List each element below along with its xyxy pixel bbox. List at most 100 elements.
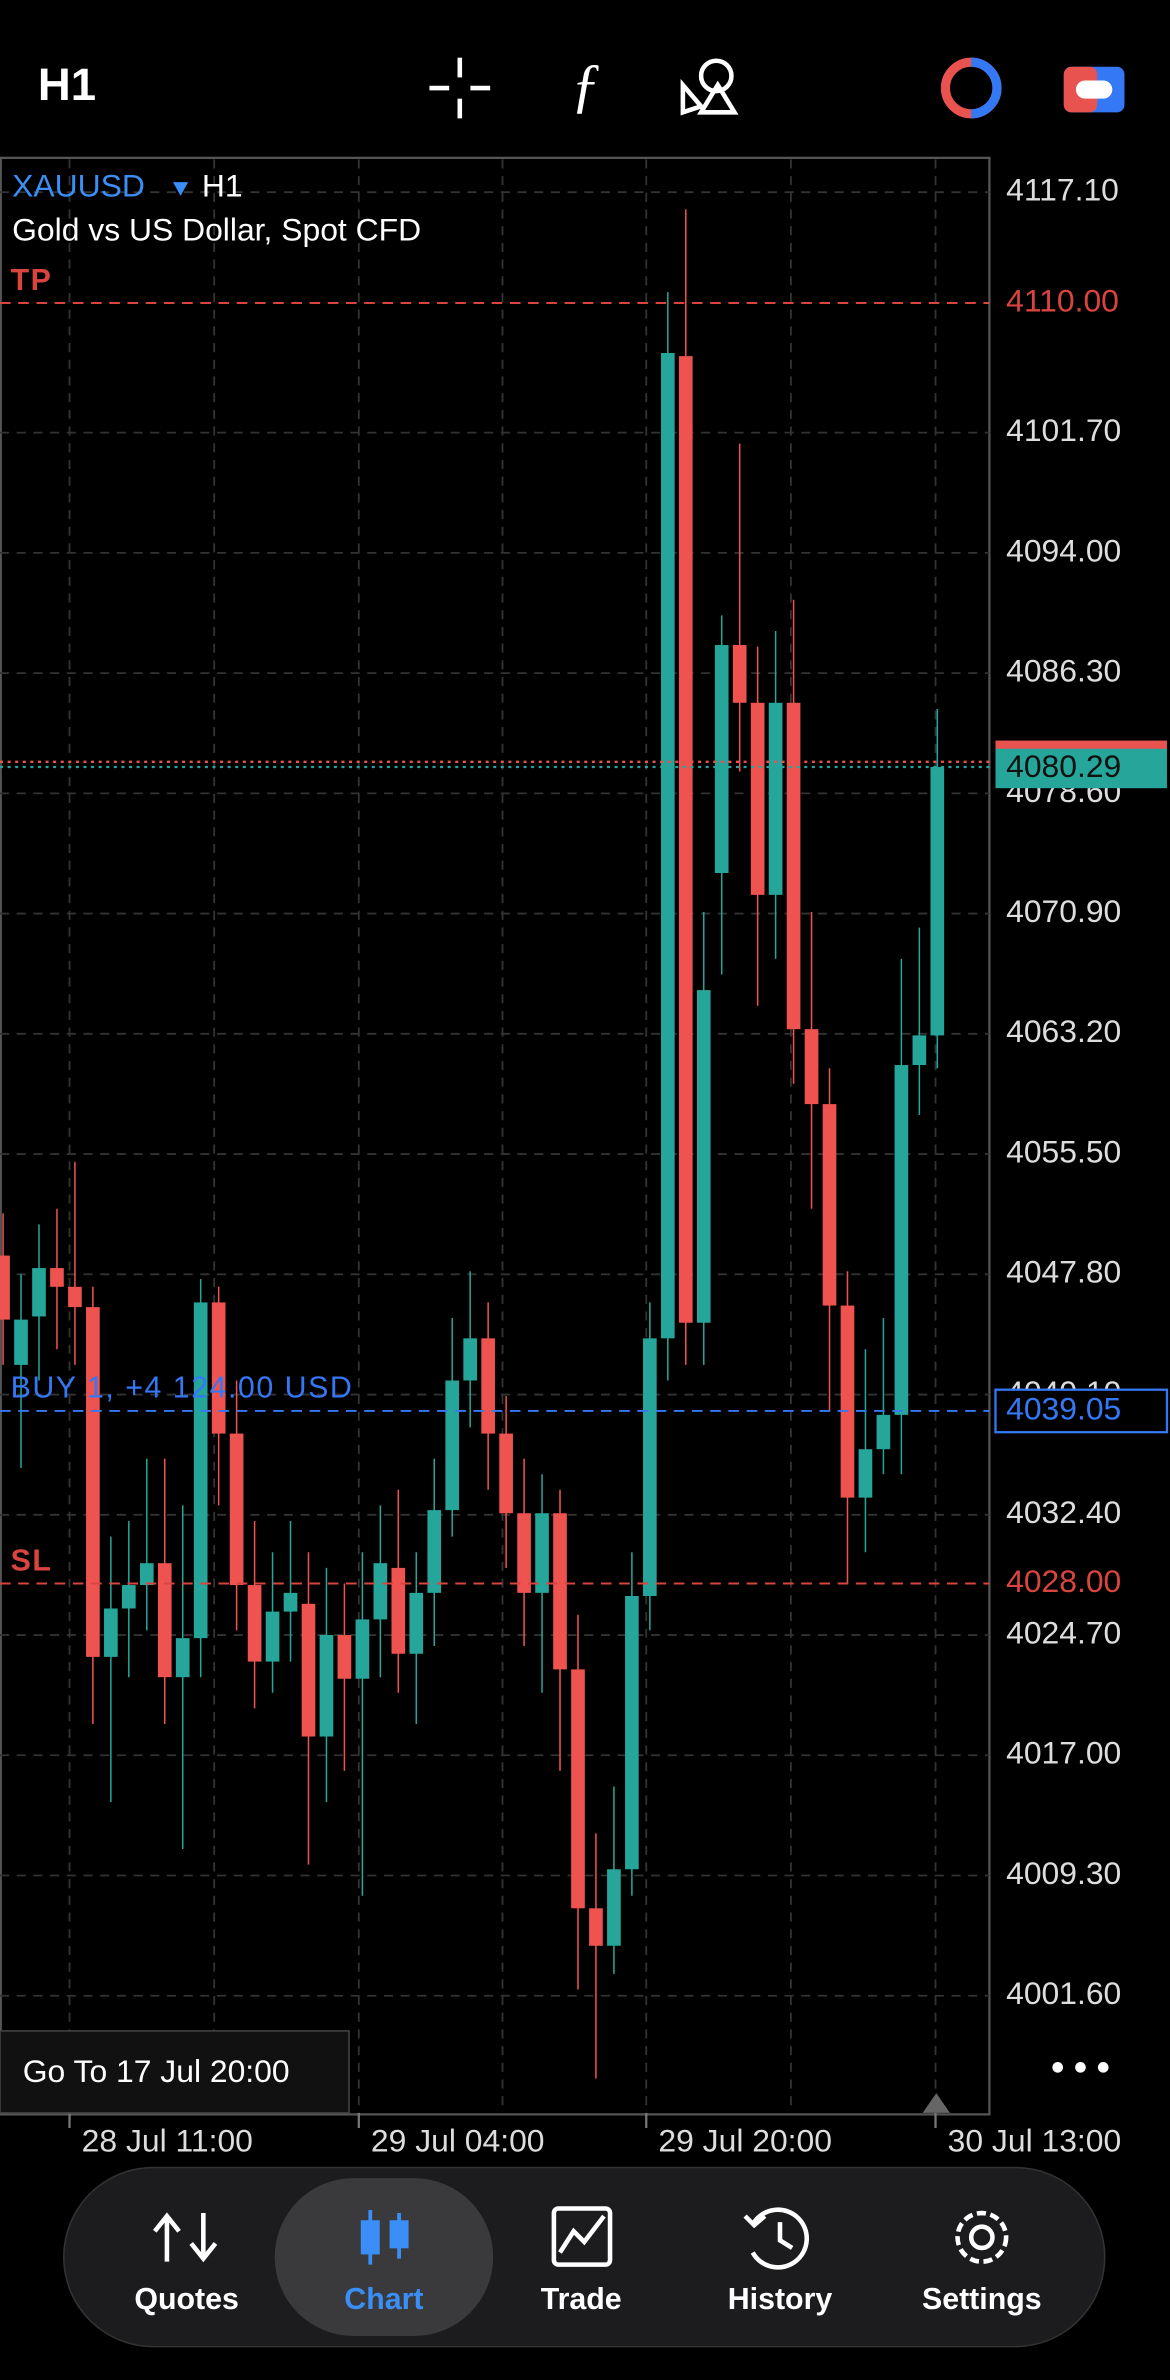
candle-body xyxy=(463,1338,478,1381)
bid-price: 4080.29 xyxy=(1006,748,1121,784)
candle-body xyxy=(14,1319,28,1365)
candle-body xyxy=(32,1268,46,1317)
level-tag xyxy=(995,1562,1167,1605)
candle-body xyxy=(104,1608,118,1657)
candle-body xyxy=(337,1635,352,1679)
candle-body xyxy=(175,1638,190,1678)
quotes-icon[interactable] xyxy=(153,2212,218,2263)
candle-body xyxy=(804,1029,819,1105)
candle-body xyxy=(283,1592,298,1612)
indicators-icon[interactable]: ƒ xyxy=(571,52,601,119)
candle-body xyxy=(373,1563,388,1620)
y-tick-label: 4009.30 xyxy=(1006,1855,1121,1891)
candle-body xyxy=(786,702,801,1030)
y-tick-label: 4070.90 xyxy=(1006,893,1121,929)
candle-body xyxy=(768,702,783,895)
level-name: BUY 1, +4 124.00 USD xyxy=(11,1372,354,1405)
nav-label[interactable]: Quotes xyxy=(134,2283,239,2316)
nav-label[interactable]: Chart xyxy=(344,2283,423,2316)
candle-body xyxy=(643,1338,657,1596)
candle-body xyxy=(50,1268,64,1287)
symbol-dropdown-icon[interactable] xyxy=(172,182,189,196)
more-icon[interactable] xyxy=(1052,2062,1109,2073)
trading-icon[interactable] xyxy=(940,57,1002,119)
candle-body xyxy=(247,1585,262,1662)
chart-icon[interactable] xyxy=(360,2210,409,2265)
candle-body xyxy=(68,1286,82,1308)
scroll-marker xyxy=(922,2093,950,2113)
candle-body xyxy=(409,1592,424,1654)
symbol-description: Gold vs US Dollar, Spot CFD xyxy=(12,212,421,248)
trade-icon[interactable] xyxy=(551,2206,613,2267)
y-tick-label: 4086.30 xyxy=(1006,653,1121,689)
nav-active-pill xyxy=(274,2178,494,2336)
toggle-icon[interactable] xyxy=(1063,66,1125,113)
level-tag xyxy=(994,1388,1169,1434)
candle-body xyxy=(553,1513,567,1670)
candle-body xyxy=(840,1305,855,1498)
crosshair-icon[interactable] xyxy=(429,57,491,119)
x-tick-label: 28 Jul 11:00 xyxy=(82,2123,253,2159)
nav-label[interactable]: Trade xyxy=(541,2283,622,2316)
candle-body xyxy=(571,1669,585,1909)
bid-tag xyxy=(995,748,1167,789)
candle-body xyxy=(139,1563,154,1586)
chart-timeframe: H1 xyxy=(202,168,243,204)
nav-label[interactable]: Settings xyxy=(922,2283,1042,2316)
candle-body xyxy=(894,1065,909,1415)
goto-box[interactable] xyxy=(0,2030,350,2114)
nav-label[interactable]: History xyxy=(728,2283,833,2316)
candle-body xyxy=(193,1302,208,1639)
candle-body xyxy=(481,1338,495,1434)
candle-body xyxy=(589,1908,603,1946)
y-tick-label: 4117.10 xyxy=(1006,172,1119,208)
settings-icon[interactable] xyxy=(955,2210,1009,2264)
candle-body xyxy=(822,1104,837,1306)
goto-text[interactable]: Go To 17 Jul 20:00 xyxy=(23,2053,290,2089)
nav-bar xyxy=(62,2166,1106,2348)
timeframe-button[interactable]: H1 xyxy=(38,59,96,110)
candle-body xyxy=(678,356,693,1323)
level-price: 4110.00 xyxy=(1006,282,1119,318)
candle-body xyxy=(750,702,765,895)
candle-body xyxy=(876,1414,891,1450)
candle-body xyxy=(211,1302,226,1434)
candle-body xyxy=(535,1513,549,1593)
symbol[interactable]: XAUUSD xyxy=(12,168,145,204)
y-tick-label: 4101.70 xyxy=(1006,412,1121,448)
y-tick-label: 4024.70 xyxy=(1006,1614,1121,1650)
candle-body xyxy=(229,1433,244,1586)
candle-body xyxy=(499,1433,513,1514)
level-name: SL xyxy=(11,1544,53,1577)
candle-body xyxy=(319,1635,334,1737)
candle-body xyxy=(445,1380,460,1511)
candle-body xyxy=(121,1585,136,1609)
objects-icon[interactable] xyxy=(680,58,739,116)
level-price: 4039.05 xyxy=(1006,1390,1121,1426)
candle-body xyxy=(301,1603,316,1737)
candle-body xyxy=(355,1619,370,1679)
y-tick-label: 4055.50 xyxy=(1006,1133,1121,1169)
x-tick-label: 29 Jul 04:00 xyxy=(371,2123,545,2159)
level-name: TP xyxy=(11,264,53,297)
y-tick-label: 4063.20 xyxy=(1006,1013,1121,1049)
candle-body xyxy=(625,1595,639,1870)
y-tick-label: 4047.80 xyxy=(1006,1254,1121,1290)
candle-body xyxy=(660,353,675,1339)
history-icon[interactable] xyxy=(743,2207,809,2270)
candle-body xyxy=(517,1513,531,1593)
candle-body xyxy=(912,1035,927,1066)
candle-body xyxy=(265,1611,280,1662)
x-tick-label: 29 Jul 20:00 xyxy=(658,2123,832,2159)
x-tick-label: 30 Jul 13:00 xyxy=(948,2123,1122,2159)
candle-body xyxy=(607,1869,621,1946)
y-tick-label: 4032.40 xyxy=(1006,1494,1121,1530)
candle-body xyxy=(0,1255,10,1320)
y-tick-label: 4001.60 xyxy=(1006,1975,1121,2011)
level-price: 4028.00 xyxy=(1006,1563,1121,1599)
candle-body xyxy=(732,645,747,703)
candle-body xyxy=(714,645,729,873)
candle-body xyxy=(86,1307,100,1657)
